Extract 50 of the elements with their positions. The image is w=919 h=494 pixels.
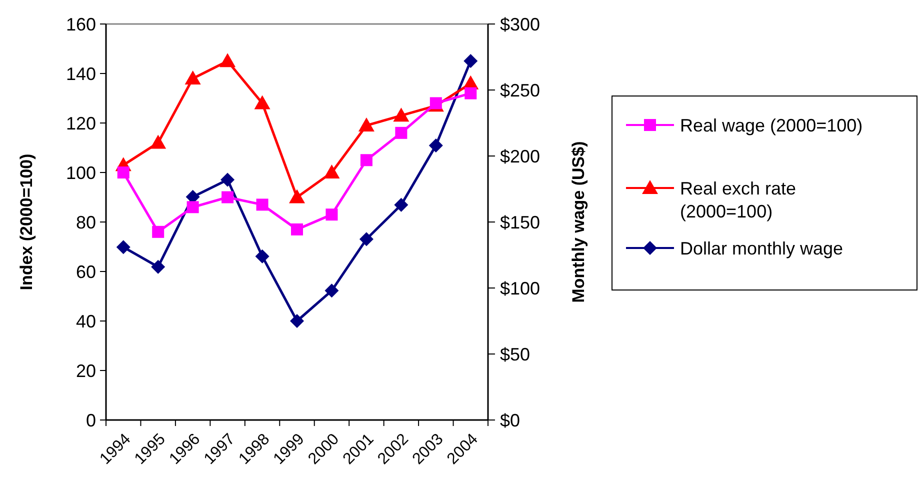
point — [151, 260, 166, 274]
y2-tick-label: $150 — [500, 212, 540, 232]
legend-label: Dollar monthly wage — [680, 238, 844, 258]
point — [394, 198, 408, 212]
point — [254, 95, 270, 110]
point — [116, 240, 130, 254]
y2-tick-label: $0 — [500, 410, 520, 430]
point — [324, 164, 340, 178]
point — [186, 201, 199, 214]
legend-label: Real exch rate (2000=100) — [680, 178, 796, 222]
y-tick-label: 0 — [86, 410, 96, 430]
point — [256, 198, 268, 211]
point — [358, 117, 374, 132]
point — [220, 53, 236, 68]
legend-label: Real wage (2000=100) — [680, 115, 863, 136]
point — [290, 314, 304, 328]
point — [152, 226, 164, 238]
point — [222, 191, 234, 204]
point — [359, 232, 374, 246]
point — [150, 134, 166, 149]
point — [430, 97, 442, 110]
y2-tick-label: $300 — [500, 14, 540, 34]
y2-axis-title: Monthly wage (US$) — [569, 141, 588, 303]
point — [395, 126, 408, 139]
point — [464, 54, 478, 68]
y-tick-label: 80 — [76, 212, 96, 232]
y-tick-label: 140 — [66, 64, 96, 84]
point — [289, 189, 305, 204]
point — [255, 249, 270, 264]
y2-tick-label: $250 — [500, 80, 540, 100]
y2-tick-label: $200 — [500, 146, 540, 166]
point — [326, 208, 338, 221]
point — [220, 172, 235, 187]
y-tick-label: 160 — [66, 14, 96, 34]
y2-tick-label: $50 — [500, 344, 530, 364]
y-tick-label: 60 — [76, 262, 96, 282]
point — [184, 70, 201, 84]
point — [428, 138, 443, 152]
point — [117, 166, 130, 178]
point — [393, 108, 410, 122]
y-tick-label: 100 — [66, 162, 96, 183]
y2-tick-label: $100 — [500, 278, 540, 298]
y-axis-title: Index (2000=100) — [17, 154, 36, 290]
y-tick-label: 20 — [76, 360, 96, 381]
point — [324, 284, 339, 298]
y-tick-label: 40 — [76, 311, 96, 332]
point — [291, 223, 303, 236]
point — [360, 154, 372, 166]
y-tick-label: 120 — [66, 113, 96, 134]
point — [464, 87, 477, 100]
